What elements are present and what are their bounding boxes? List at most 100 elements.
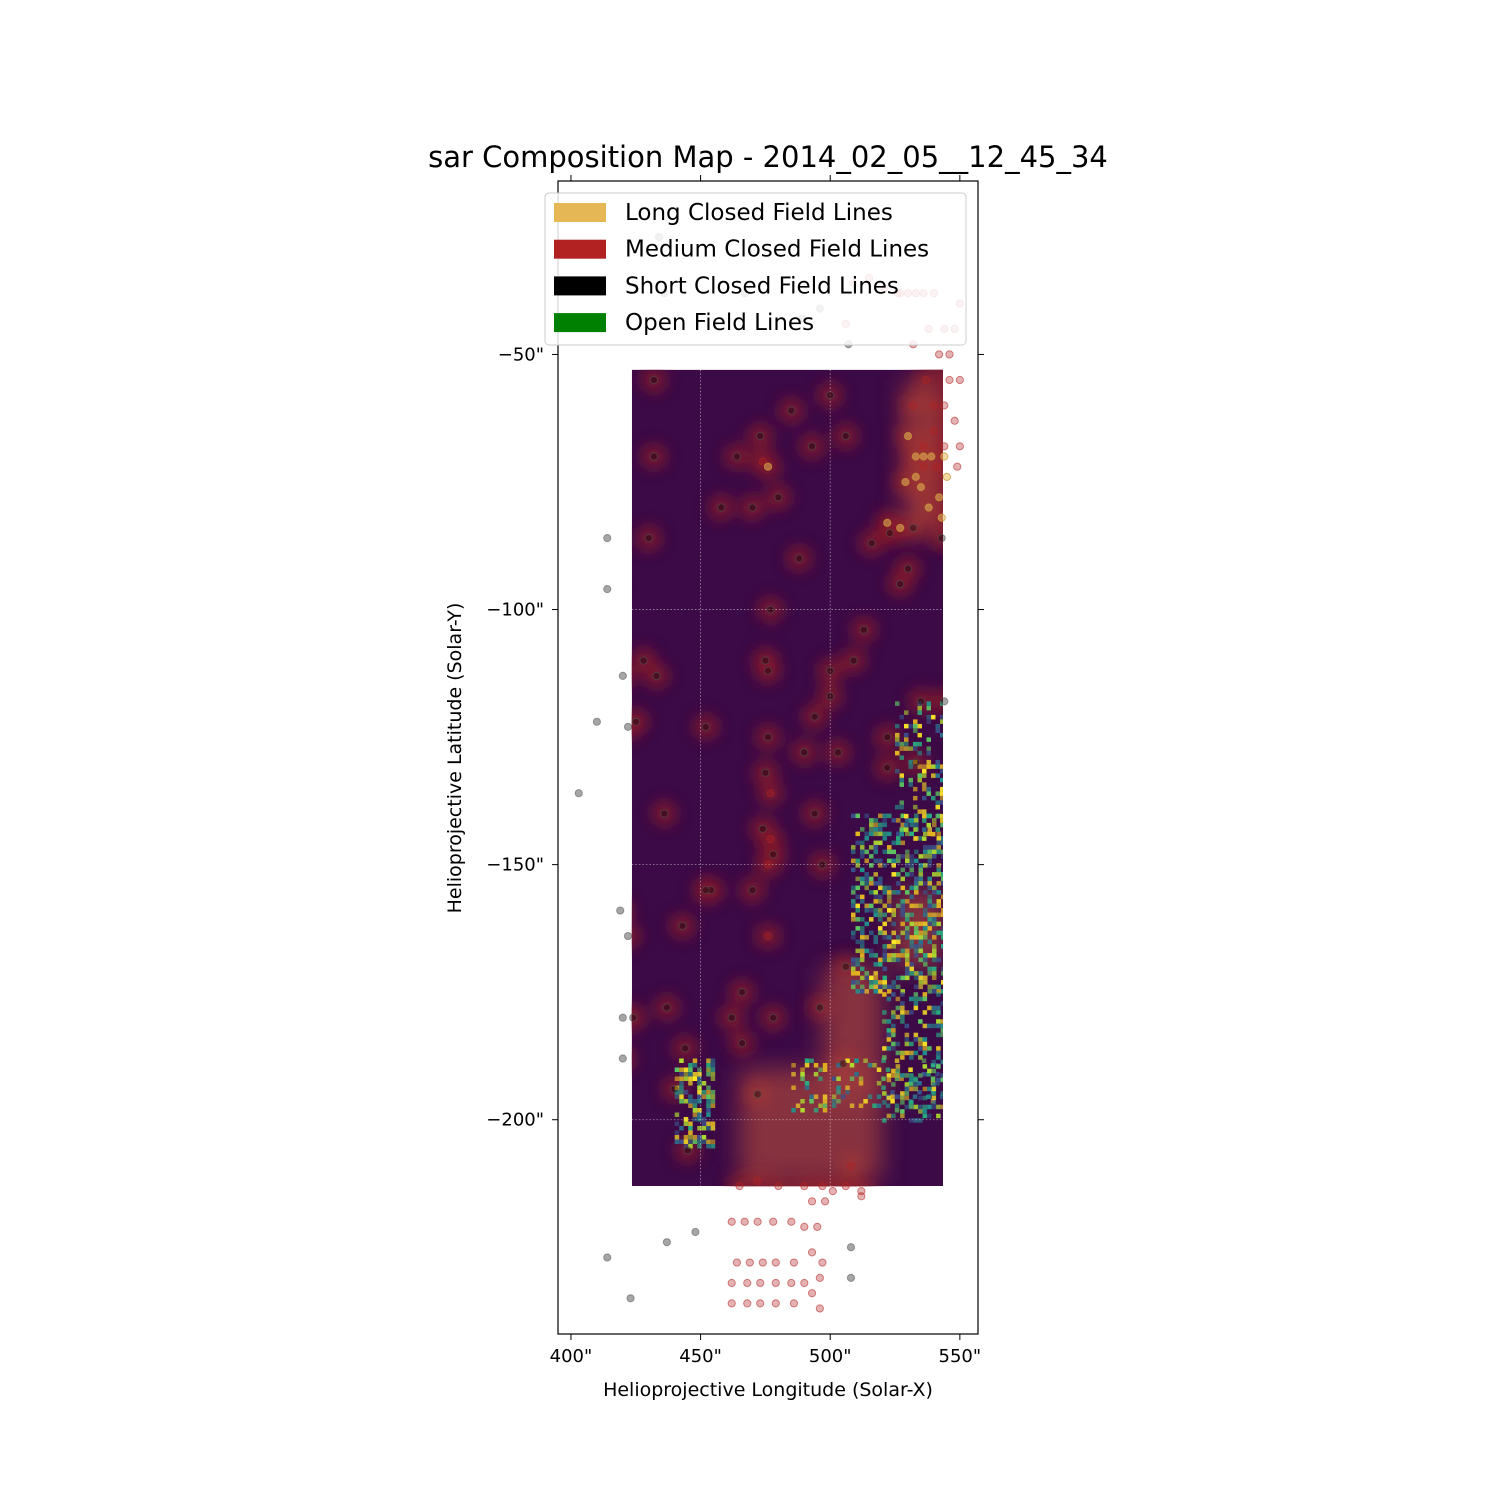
short-field-line-point <box>737 1039 747 1048</box>
long-field-line-point <box>937 513 946 522</box>
heatmap-pixel <box>882 813 887 819</box>
glow-spot <box>631 666 636 686</box>
heatmap-pixel <box>878 984 883 990</box>
heatmap-pixel <box>918 996 923 1002</box>
heatmap-pixel <box>896 953 901 958</box>
heatmap-pixel <box>909 1082 914 1087</box>
heatmap-pixel <box>878 863 883 868</box>
heatmap-pixel <box>914 953 919 958</box>
heatmap-pixel <box>697 1076 702 1081</box>
heatmap-pixel <box>940 1001 944 1006</box>
heatmap-pixel <box>896 818 901 823</box>
heatmap-pixel <box>860 948 865 954</box>
short-field-line-point <box>883 763 892 772</box>
heatmap-pixel <box>873 935 878 940</box>
heatmap-pixel <box>913 1104 919 1110</box>
heatmap-pixel <box>936 957 941 963</box>
heatmap-pixel <box>905 917 910 922</box>
short-field-line-point <box>916 697 926 706</box>
heatmap-pixel <box>800 1108 805 1113</box>
heatmap-pixel <box>896 854 901 859</box>
heatmap-pixel <box>896 890 901 895</box>
heatmap-pixel <box>900 1001 905 1006</box>
heatmap-pixel <box>882 935 887 940</box>
heatmap-pixel <box>860 876 865 882</box>
heatmap-pixel <box>932 822 937 828</box>
medium-field-line-point <box>800 1181 809 1191</box>
heatmap-pixel <box>836 1090 841 1095</box>
legend-label: Medium Closed Field Lines <box>625 237 929 263</box>
heatmap-pixel <box>855 971 860 976</box>
short-field-line-point <box>839 1059 848 1068</box>
heatmap-pixel <box>914 881 919 886</box>
legend-label: Short Closed Field Lines <box>625 273 899 299</box>
heatmap-pixel <box>909 867 914 873</box>
heatmap-pixel <box>932 935 937 940</box>
medium-field-line-point <box>846 1161 856 1170</box>
heatmap-pixel <box>931 1059 937 1065</box>
glow-spot <box>631 1049 636 1068</box>
heatmap-pixel <box>697 1099 702 1104</box>
y-tick-label: −150" <box>486 855 544 876</box>
heatmap-pixel <box>935 804 940 810</box>
heatmap-pixel <box>873 953 878 958</box>
heatmap-pixel <box>891 890 896 895</box>
short-field-line-point <box>644 534 653 543</box>
heatmap-pixel <box>918 1104 923 1110</box>
heatmap-pixel <box>886 1095 892 1101</box>
heatmap-pixel <box>913 723 918 729</box>
heatmap-pixel <box>899 755 904 760</box>
heatmap-pixel <box>918 939 923 945</box>
heatmap-pixel <box>882 921 887 927</box>
heatmap-pixel <box>873 881 878 886</box>
short-field-line-point <box>826 692 835 701</box>
heatmap-pixel <box>697 1112 702 1117</box>
heatmap-pixel <box>855 885 860 891</box>
heatmap-pixel <box>926 1094 931 1099</box>
heatmap-pixel <box>855 908 860 913</box>
heatmap-pixel <box>882 849 887 855</box>
long-field-line-point <box>763 462 773 471</box>
heatmap-pixel <box>679 1072 684 1077</box>
heatmap-pixel <box>891 1023 896 1029</box>
heatmap-pixel <box>873 908 878 913</box>
heatmap-pixel <box>882 836 887 841</box>
heatmap-pixel <box>931 773 936 778</box>
heatmap-pixel <box>869 854 874 859</box>
medium-field-line-point <box>818 1181 827 1191</box>
heatmap-pixel <box>914 971 919 976</box>
heatmap-pixel <box>706 1112 711 1117</box>
medium-field-line-point <box>758 1258 767 1267</box>
heatmap-pixel <box>927 881 932 886</box>
heatmap-pixel <box>873 980 878 985</box>
heatmap-pixel <box>674 1112 680 1117</box>
heatmap-pixel <box>905 975 910 981</box>
legend-label: Long Closed Field Lines <box>625 200 893 226</box>
heatmap-pixel <box>940 1059 944 1065</box>
heatmap-pixel <box>940 732 944 738</box>
short-field-line-point <box>649 452 659 461</box>
heatmap-pixel <box>882 1118 887 1123</box>
short-field-line-point <box>748 503 757 512</box>
heatmap-pixel <box>864 849 869 855</box>
heatmap-pixel <box>900 903 905 909</box>
heatmap-pixel <box>692 1099 698 1104</box>
heatmap-pixel <box>818 1103 823 1108</box>
heatmap-pixel <box>927 831 932 837</box>
heatmap-pixel <box>918 948 923 954</box>
heatmap-pixel <box>851 867 856 873</box>
heatmap-pixel <box>899 827 904 832</box>
glow-spot <box>931 688 944 715</box>
heatmap-pixel <box>914 876 919 882</box>
medium-field-line-point <box>743 1278 752 1288</box>
heatmap-pixel <box>899 746 904 751</box>
heatmap-pixel <box>688 1076 693 1081</box>
heatmap-pixel <box>923 975 928 981</box>
short-field-line-point <box>631 717 640 726</box>
short-field-line-point <box>649 375 659 385</box>
heatmap-pixel <box>869 822 874 828</box>
heatmap-pixel <box>887 903 892 909</box>
heatmap-pixel <box>701 1126 707 1131</box>
heatmap-pixel <box>918 854 923 859</box>
heatmap-pixel <box>710 1099 716 1104</box>
